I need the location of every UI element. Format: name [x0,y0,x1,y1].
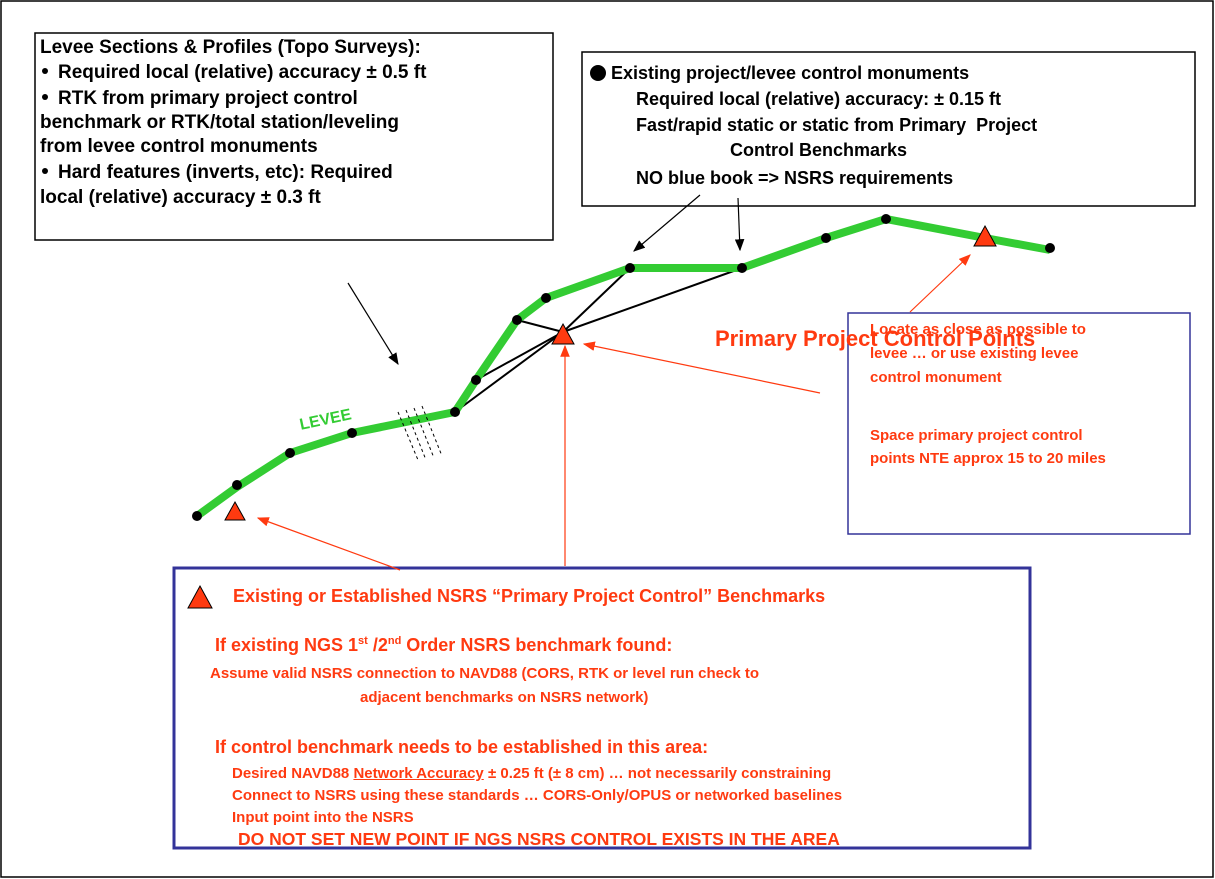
establish-heading: If control benchmark needs to be establi… [215,737,709,757]
locate-box [847,312,1191,535]
establish-line: Input point into the NSRS [232,809,414,826]
levee-box [34,32,554,241]
existing-heading: If existing NGS 1st /2nd Order NSRS benc… [215,635,673,655]
line-text: ± 0.25 ft (± 8 cm) … not necessarily con… [483,765,832,782]
heading-text: /2 [367,635,388,655]
black-arrows [347,194,745,366]
levee-box-title: Levee Sections & Profiles (Topo Surveys)… [40,37,421,58]
bullet-text: from levee control monuments [40,136,318,157]
heading-text: If existing NGS 1 [215,635,359,655]
control-lines [454,267,743,413]
bullet: Hard features (inverts, etc): Required [40,163,393,182]
locate-line: control monument [870,369,1002,386]
nsrs-box [172,566,1032,850]
bullet: RTK from primary project control [40,89,358,108]
monuments-line: Required local (relative) accuracy: ± 0.… [636,89,1002,109]
underlined-text: Network Accuracy [353,765,484,782]
bullet-text: benchmark or RTK/total station/leveling [40,112,399,133]
establish-line: Connect to NSRS using these standards … … [232,787,843,804]
bullet-text: local (relative) accuracy ± 0.3 ft [40,187,321,208]
levee-line [194,215,1051,520]
monuments-line: Fast/rapid static or static from Primary… [636,115,1038,135]
monuments-line: NO blue book => NSRS requirements [636,168,954,188]
locate-line: levee … or use existing levee [870,345,1079,362]
bullet-text: Required local (relative) accuracy ± 0.5… [58,62,427,83]
red-arrows [256,254,971,571]
bullet-text: RTK from primary project control [58,88,358,109]
benchmarks [187,224,997,609]
line-text: Desired NAVD88 [232,765,354,782]
locate-line: Space primary project control [870,427,1083,444]
superscript: st [358,635,368,647]
section-hatch [397,405,443,461]
warning: DO NOT SET NEW POINT IF NGS NSRS CONTROL… [238,829,840,849]
monuments-line: Control Benchmarks [730,140,908,160]
existing-line: adjacent benchmarks on NSRS network) [360,689,649,706]
nsrs-title: Existing or Established NSRS “Primary Pr… [233,586,826,606]
superscript: nd [387,635,402,647]
locate-line: Locate as close as possible to [870,321,1086,338]
monuments [192,65,1055,521]
existing-line: Assume valid NSRS connection to NAVD88 (… [210,665,760,682]
monuments-title: Existing project/levee control monuments [611,63,970,83]
bullet-text: Hard features (inverts, etc): Required [58,162,393,183]
locate-line: points NTE approx 15 to 20 miles [870,450,1106,467]
bullet: Required local (relative) accuracy ± 0.5… [40,63,426,82]
primary-label: Primary Project Control Points [715,326,1036,351]
establish-line: Desired NAVD88 Network Accuracy ± 0.25 f… [232,766,831,781]
monuments-box [581,51,1196,207]
heading-text: Order NSRS benchmark found: [401,635,673,655]
